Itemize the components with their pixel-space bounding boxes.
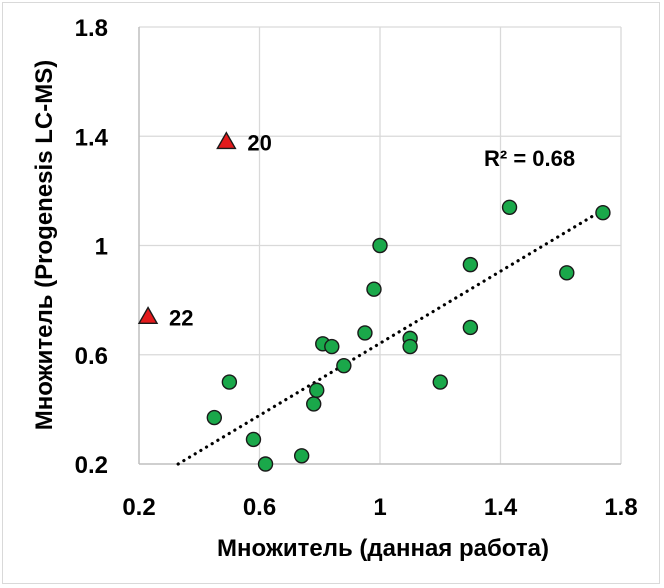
data-point: [336, 357, 352, 374]
r-squared-label: R² = 0.68: [484, 146, 575, 171]
y-tick-label: 0.6: [75, 343, 108, 370]
data-point: [372, 237, 388, 254]
data-point: [309, 382, 325, 398]
outlier-label: 22: [169, 306, 193, 331]
trendline-path: [176, 208, 605, 466]
x-axis-title: Множитель (данная работа): [217, 535, 549, 562]
y-tick-label: 1: [95, 234, 108, 261]
y-axis-title: Множитель (Progenesis LC-MS): [31, 60, 58, 430]
data-point: [293, 448, 310, 464]
data-point: [206, 409, 223, 426]
data-point: [595, 205, 611, 221]
data-point: [462, 319, 479, 336]
data-point: [366, 281, 382, 297]
x-tick-label: 1.8: [604, 494, 637, 521]
data-point: [559, 265, 575, 281]
outlier-point: [216, 131, 237, 150]
y-tick-label: 0.2: [75, 452, 108, 479]
data-point: [357, 325, 373, 341]
x-tick-label: 1.4: [484, 494, 518, 521]
y-tick-label: 1.8: [75, 15, 108, 42]
data-point: [257, 456, 274, 472]
outlier-point: [137, 306, 159, 324]
data-point: [462, 256, 479, 273]
data-point: [432, 374, 448, 390]
axes: [138, 27, 621, 465]
outlier-label: 20: [247, 131, 271, 156]
data-point: [306, 396, 322, 412]
data-point: [402, 338, 418, 355]
data-point: [245, 431, 262, 448]
x-tick-label: 0.6: [243, 494, 276, 521]
x-tick-label: 1: [373, 494, 386, 521]
data-point: [221, 374, 238, 390]
tick-labels: 0.2 0.6 1 1.4 1.8 0.2 0.6 1 1.4 1.8: [75, 15, 638, 521]
y-tick-label: 1.4: [75, 124, 109, 151]
x-tick-label: 0.2: [122, 494, 155, 521]
trendline: [176, 208, 605, 466]
data-point: [324, 338, 340, 355]
data-point: [501, 199, 518, 215]
